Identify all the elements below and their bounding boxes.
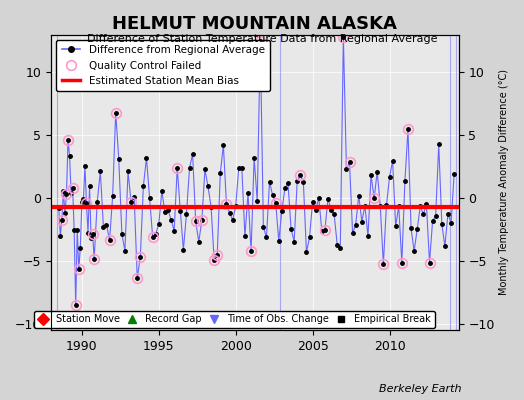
Title: HELMUT MOUNTAIN ALASKA: HELMUT MOUNTAIN ALASKA [113,15,397,33]
Text: Berkeley Earth: Berkeley Earth [379,384,461,394]
Text: Difference of Station Temperature Data from Regional Average: Difference of Station Temperature Data f… [87,34,437,44]
Y-axis label: Monthly Temperature Anomaly Difference (°C): Monthly Temperature Anomaly Difference (… [499,70,509,296]
Legend: Station Move, Record Gap, Time of Obs. Change, Empirical Break: Station Move, Record Gap, Time of Obs. C… [35,310,435,328]
